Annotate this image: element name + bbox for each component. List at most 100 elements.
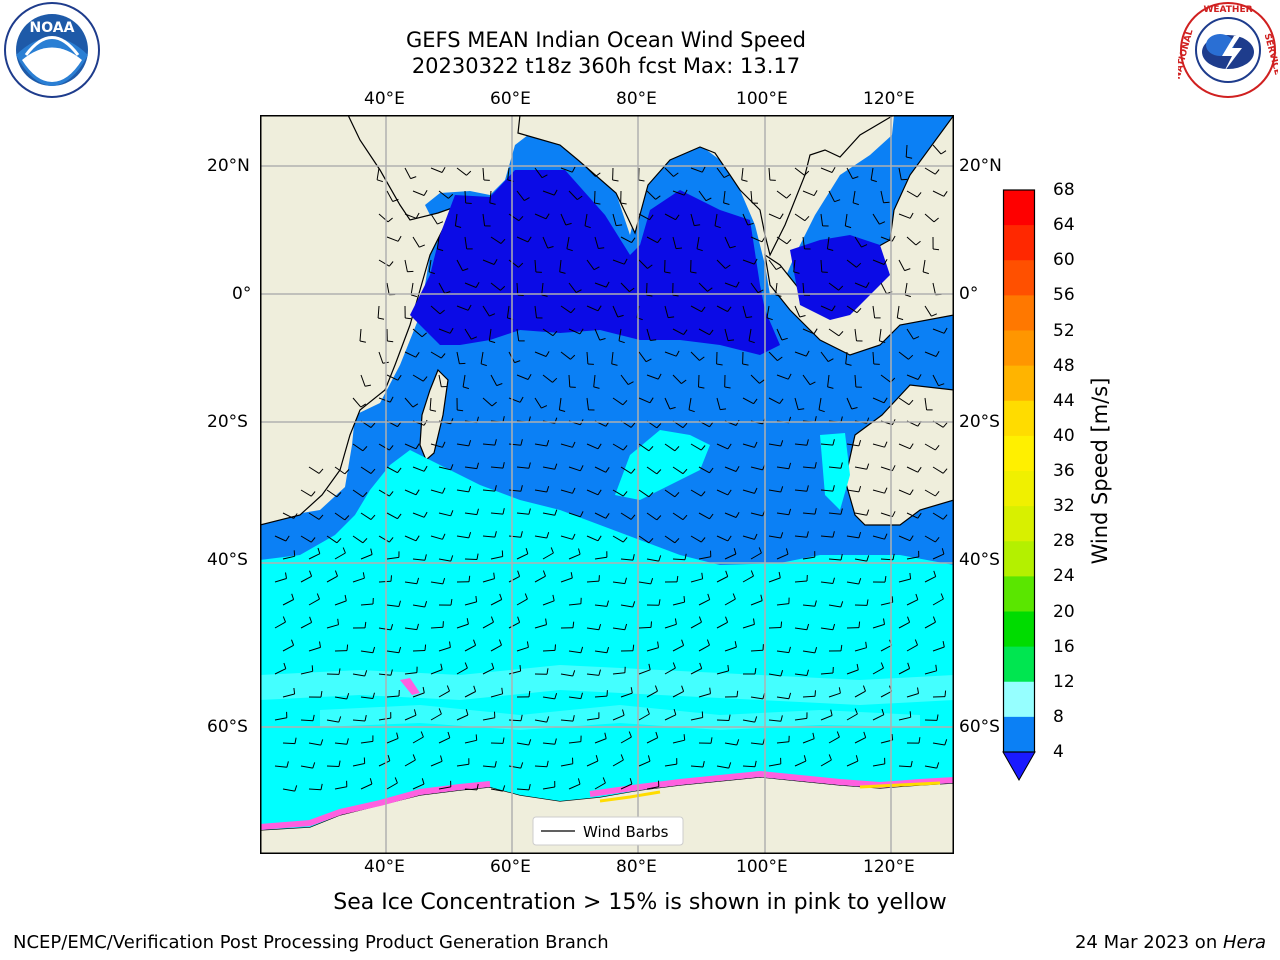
wind-barb-flag — [707, 593, 711, 600]
wind-barb-shaft — [846, 489, 859, 493]
wind-barb-flag — [466, 170, 472, 176]
wind-barb-shaft — [534, 443, 547, 447]
wind-barb-shaft — [646, 190, 656, 200]
wind-barb-shaft — [542, 328, 554, 337]
wind-barb-shaft — [880, 282, 887, 294]
wind-barb-flag — [838, 331, 844, 337]
wind-barb-shaft — [802, 282, 805, 296]
wind-barb-shaft — [490, 693, 503, 698]
wind-barb-flag — [593, 386, 600, 389]
wind-barb-flag — [410, 294, 418, 298]
wind-barb-flag — [646, 294, 653, 297]
wind-barb-flag — [705, 197, 712, 202]
wind-barb-shaft — [638, 535, 650, 544]
wind-barb-flag — [444, 291, 451, 294]
wind-barb-flag — [891, 235, 896, 242]
wind-barb-flag — [806, 439, 809, 446]
wind-barb-shaft — [646, 512, 658, 521]
wind-barb-shaft — [620, 558, 634, 561]
wind-barb-flag — [622, 537, 628, 543]
wind-barb-flag — [489, 202, 496, 205]
wind-barb-shaft — [620, 512, 632, 520]
wind-barb-flag — [309, 570, 313, 577]
wind-barb-flag — [617, 314, 624, 318]
wind-barb-shaft — [560, 719, 574, 722]
wind-barb-flag — [809, 381, 816, 386]
wind-barb-flag — [554, 738, 557, 745]
wind-barb-flag — [649, 397, 654, 404]
wind-barb-flag — [658, 599, 661, 606]
wind-barb-shaft — [802, 604, 815, 607]
wind-barb-shaft — [924, 765, 937, 769]
wind-barb-shaft — [646, 328, 651, 341]
wind-barb-shaft — [360, 650, 373, 654]
wind-barb-flag — [622, 709, 625, 716]
wind-barb-shaft — [480, 351, 484, 364]
wind-barb-shaft — [360, 466, 372, 475]
wind-barb-flag — [632, 644, 635, 651]
wind-barb-flag — [682, 514, 688, 521]
wind-barb-flag — [933, 248, 940, 251]
wind-barb-shaft — [750, 236, 763, 243]
wind-barb-flag — [572, 441, 576, 448]
wind-barb-flag — [597, 535, 602, 542]
noaa-logo: NOAA — [4, 2, 100, 98]
wind-barb-flag — [468, 532, 472, 539]
wind-barb-flag — [518, 262, 524, 268]
wind-barb-shaft — [898, 668, 910, 675]
graticule — [260, 115, 954, 854]
wind-barb-shaft — [360, 740, 373, 744]
wind-barb-shaft — [456, 167, 467, 176]
wind-barb-shaft — [924, 576, 936, 583]
wind-barb-flag — [318, 468, 324, 474]
wind-barb-shaft — [826, 236, 830, 249]
wind-barb-shaft — [534, 213, 547, 220]
wind-barb-flag — [645, 358, 652, 363]
wind-barb-flag — [725, 264, 731, 269]
wind-barb-flag — [629, 778, 633, 785]
wind-barb-flag — [312, 714, 315, 721]
wind-barb-flag — [787, 373, 792, 380]
wind-barb-shaft — [742, 765, 756, 768]
wind-barb-shaft — [456, 351, 460, 364]
wind-barb-flag — [370, 514, 376, 520]
wind-barb-shaft — [326, 765, 340, 767]
wind-barb-flag — [622, 491, 628, 497]
wind-barb-shaft — [750, 282, 759, 293]
wind-barb-flag — [389, 537, 394, 543]
colorbar-cell — [1003, 365, 1035, 402]
wind-barb-shaft — [924, 351, 937, 357]
wind-barb-shaft — [490, 374, 498, 386]
wind-barb-flag — [780, 621, 783, 628]
wind-barb-shaft — [768, 167, 771, 181]
wind-barb-flag — [489, 340, 496, 344]
wind-barb-shaft — [508, 443, 521, 446]
wind-barb-shaft — [438, 282, 446, 294]
wind-barb-flag — [520, 714, 523, 721]
wind-barb-flag — [734, 641, 737, 648]
wind-barb-shaft — [898, 535, 911, 542]
wind-barb-shaft — [906, 512, 919, 519]
wind-barb-shaft — [698, 374, 700, 388]
wind-barb-flag — [673, 708, 677, 715]
wind-barb-flag — [681, 685, 685, 692]
wind-barb-shaft — [854, 512, 867, 516]
wind-barb-shaft — [594, 236, 599, 249]
wind-barb-flag — [709, 687, 711, 694]
wind-barb-flag — [806, 669, 809, 676]
wind-barb-flag — [440, 755, 443, 762]
wind-barb-shaft — [698, 556, 711, 560]
wind-barb-flag — [780, 715, 783, 722]
wind-barb-shaft — [854, 236, 862, 248]
wind-barb-flag — [940, 150, 947, 155]
wind-barb-flag — [546, 668, 549, 675]
wind-barb-shaft — [594, 556, 607, 560]
wind-barb-flag — [840, 462, 843, 469]
colorbar-tick-label: 52 — [1053, 320, 1075, 341]
wind-barb-flag — [616, 224, 623, 227]
wind-barb-shaft — [664, 167, 674, 177]
wind-barb-flag — [494, 439, 497, 446]
wind-barb-flag — [494, 531, 497, 538]
wind-barb-flag — [710, 737, 713, 744]
wind-barb-shaft — [646, 786, 659, 790]
